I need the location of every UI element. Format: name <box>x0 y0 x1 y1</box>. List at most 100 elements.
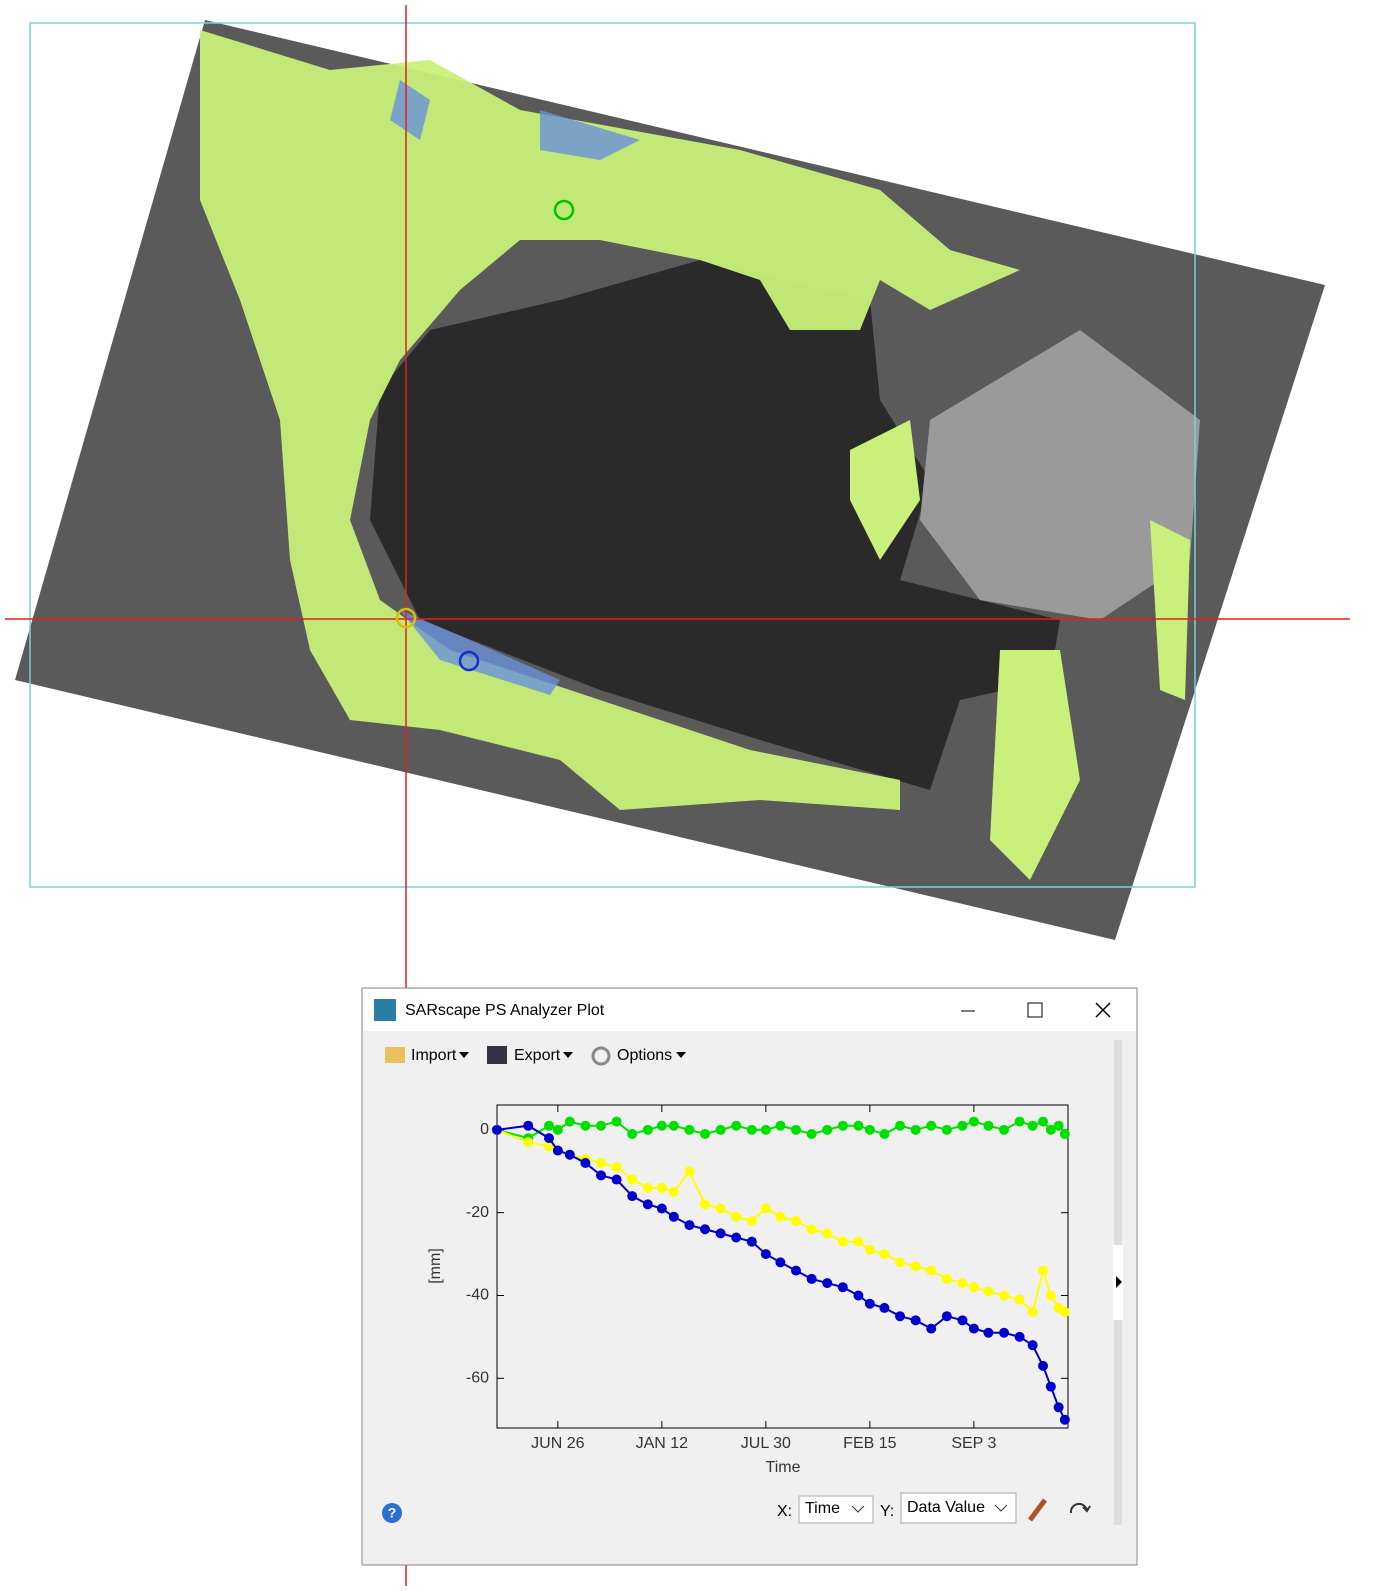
data-point <box>731 1121 741 1131</box>
x-selector-value[interactable]: Time <box>805 1500 840 1517</box>
data-point <box>716 1204 726 1214</box>
data-point <box>853 1121 863 1131</box>
data-point <box>879 1129 889 1139</box>
data-point <box>853 1237 863 1247</box>
export-menu[interactable]: Export <box>514 1047 561 1064</box>
data-point <box>999 1328 1009 1338</box>
data-point <box>1060 1129 1070 1139</box>
export-icon[interactable] <box>487 1046 507 1064</box>
data-point <box>612 1175 622 1185</box>
data-point <box>822 1278 832 1288</box>
data-point <box>822 1125 832 1135</box>
x-tick-label: JUL 30 <box>741 1435 791 1452</box>
data-point <box>565 1117 575 1127</box>
data-point <box>807 1274 817 1284</box>
data-point <box>1015 1117 1025 1127</box>
data-point <box>731 1212 741 1222</box>
data-point <box>895 1311 905 1321</box>
data-point <box>747 1125 757 1135</box>
data-point <box>911 1315 921 1325</box>
data-point <box>747 1237 757 1247</box>
y-tick-label: -60 <box>466 1370 489 1387</box>
data-point <box>926 1121 936 1131</box>
data-point <box>957 1278 967 1288</box>
data-point <box>612 1117 622 1127</box>
data-point <box>700 1129 710 1139</box>
data-point <box>761 1249 771 1259</box>
data-point <box>553 1146 563 1156</box>
data-point <box>838 1282 848 1292</box>
data-point <box>747 1216 757 1226</box>
data-point <box>895 1121 905 1131</box>
y-tick-label: -40 <box>466 1287 489 1304</box>
data-point <box>731 1233 741 1243</box>
data-point <box>492 1125 502 1135</box>
y-selector-label: Y: <box>880 1503 894 1520</box>
data-point <box>879 1249 889 1259</box>
data-point <box>669 1121 679 1131</box>
data-point <box>657 1183 667 1193</box>
window-title: SARscape PS Analyzer Plot <box>405 1002 605 1019</box>
import-icon[interactable] <box>385 1047 405 1063</box>
data-point <box>775 1212 785 1222</box>
data-point <box>807 1224 817 1234</box>
data-point <box>627 1175 637 1185</box>
data-point <box>544 1121 554 1131</box>
data-point <box>1028 1340 1038 1350</box>
data-point <box>1038 1266 1048 1276</box>
data-point <box>1028 1307 1038 1317</box>
screen: SARscape PS Analyzer Plot Import Export … <box>0 0 1376 1586</box>
app-icon <box>374 999 396 1021</box>
data-point <box>1060 1307 1070 1317</box>
data-point <box>865 1299 875 1309</box>
data-point <box>523 1137 533 1147</box>
data-point <box>983 1286 993 1296</box>
data-point <box>761 1204 771 1214</box>
data-point <box>700 1224 710 1234</box>
data-point <box>684 1220 694 1230</box>
data-point <box>879 1303 889 1313</box>
data-point <box>926 1324 936 1334</box>
data-point <box>791 1266 801 1276</box>
data-point <box>580 1158 590 1168</box>
data-point <box>838 1121 848 1131</box>
data-point <box>1028 1121 1038 1131</box>
data-point <box>853 1290 863 1300</box>
data-point <box>838 1237 848 1247</box>
data-point <box>983 1328 993 1338</box>
data-point <box>553 1125 563 1135</box>
data-point <box>1038 1361 1048 1371</box>
data-point <box>596 1158 606 1168</box>
data-point <box>761 1125 771 1135</box>
data-point <box>791 1216 801 1226</box>
data-point <box>1046 1290 1056 1300</box>
data-point <box>969 1324 979 1334</box>
x-tick-label: JAN 12 <box>636 1435 689 1452</box>
import-menu[interactable]: Import <box>411 1047 457 1064</box>
data-point <box>700 1199 710 1209</box>
data-point <box>775 1121 785 1131</box>
data-point <box>565 1150 575 1160</box>
data-point <box>643 1125 653 1135</box>
data-point <box>627 1129 637 1139</box>
y-tick-label: -20 <box>466 1204 489 1221</box>
help-glyph: ? <box>388 1505 397 1521</box>
data-point <box>911 1125 921 1135</box>
data-point <box>580 1121 590 1131</box>
data-point <box>807 1129 817 1139</box>
data-point <box>544 1133 554 1143</box>
y-axis-label: [mm] <box>427 1248 444 1284</box>
data-point <box>1015 1295 1025 1305</box>
data-point <box>1054 1121 1064 1131</box>
data-point <box>596 1170 606 1180</box>
data-point <box>957 1315 967 1325</box>
data-point <box>669 1212 679 1222</box>
data-point <box>523 1121 533 1131</box>
data-point <box>865 1245 875 1255</box>
options-menu[interactable]: Options <box>617 1047 672 1064</box>
y-selector-value[interactable]: Data Value <box>907 1499 985 1516</box>
data-point <box>999 1125 1009 1135</box>
x-tick-label: JUN 26 <box>531 1435 584 1452</box>
data-point <box>612 1162 622 1172</box>
data-point <box>999 1290 1009 1300</box>
